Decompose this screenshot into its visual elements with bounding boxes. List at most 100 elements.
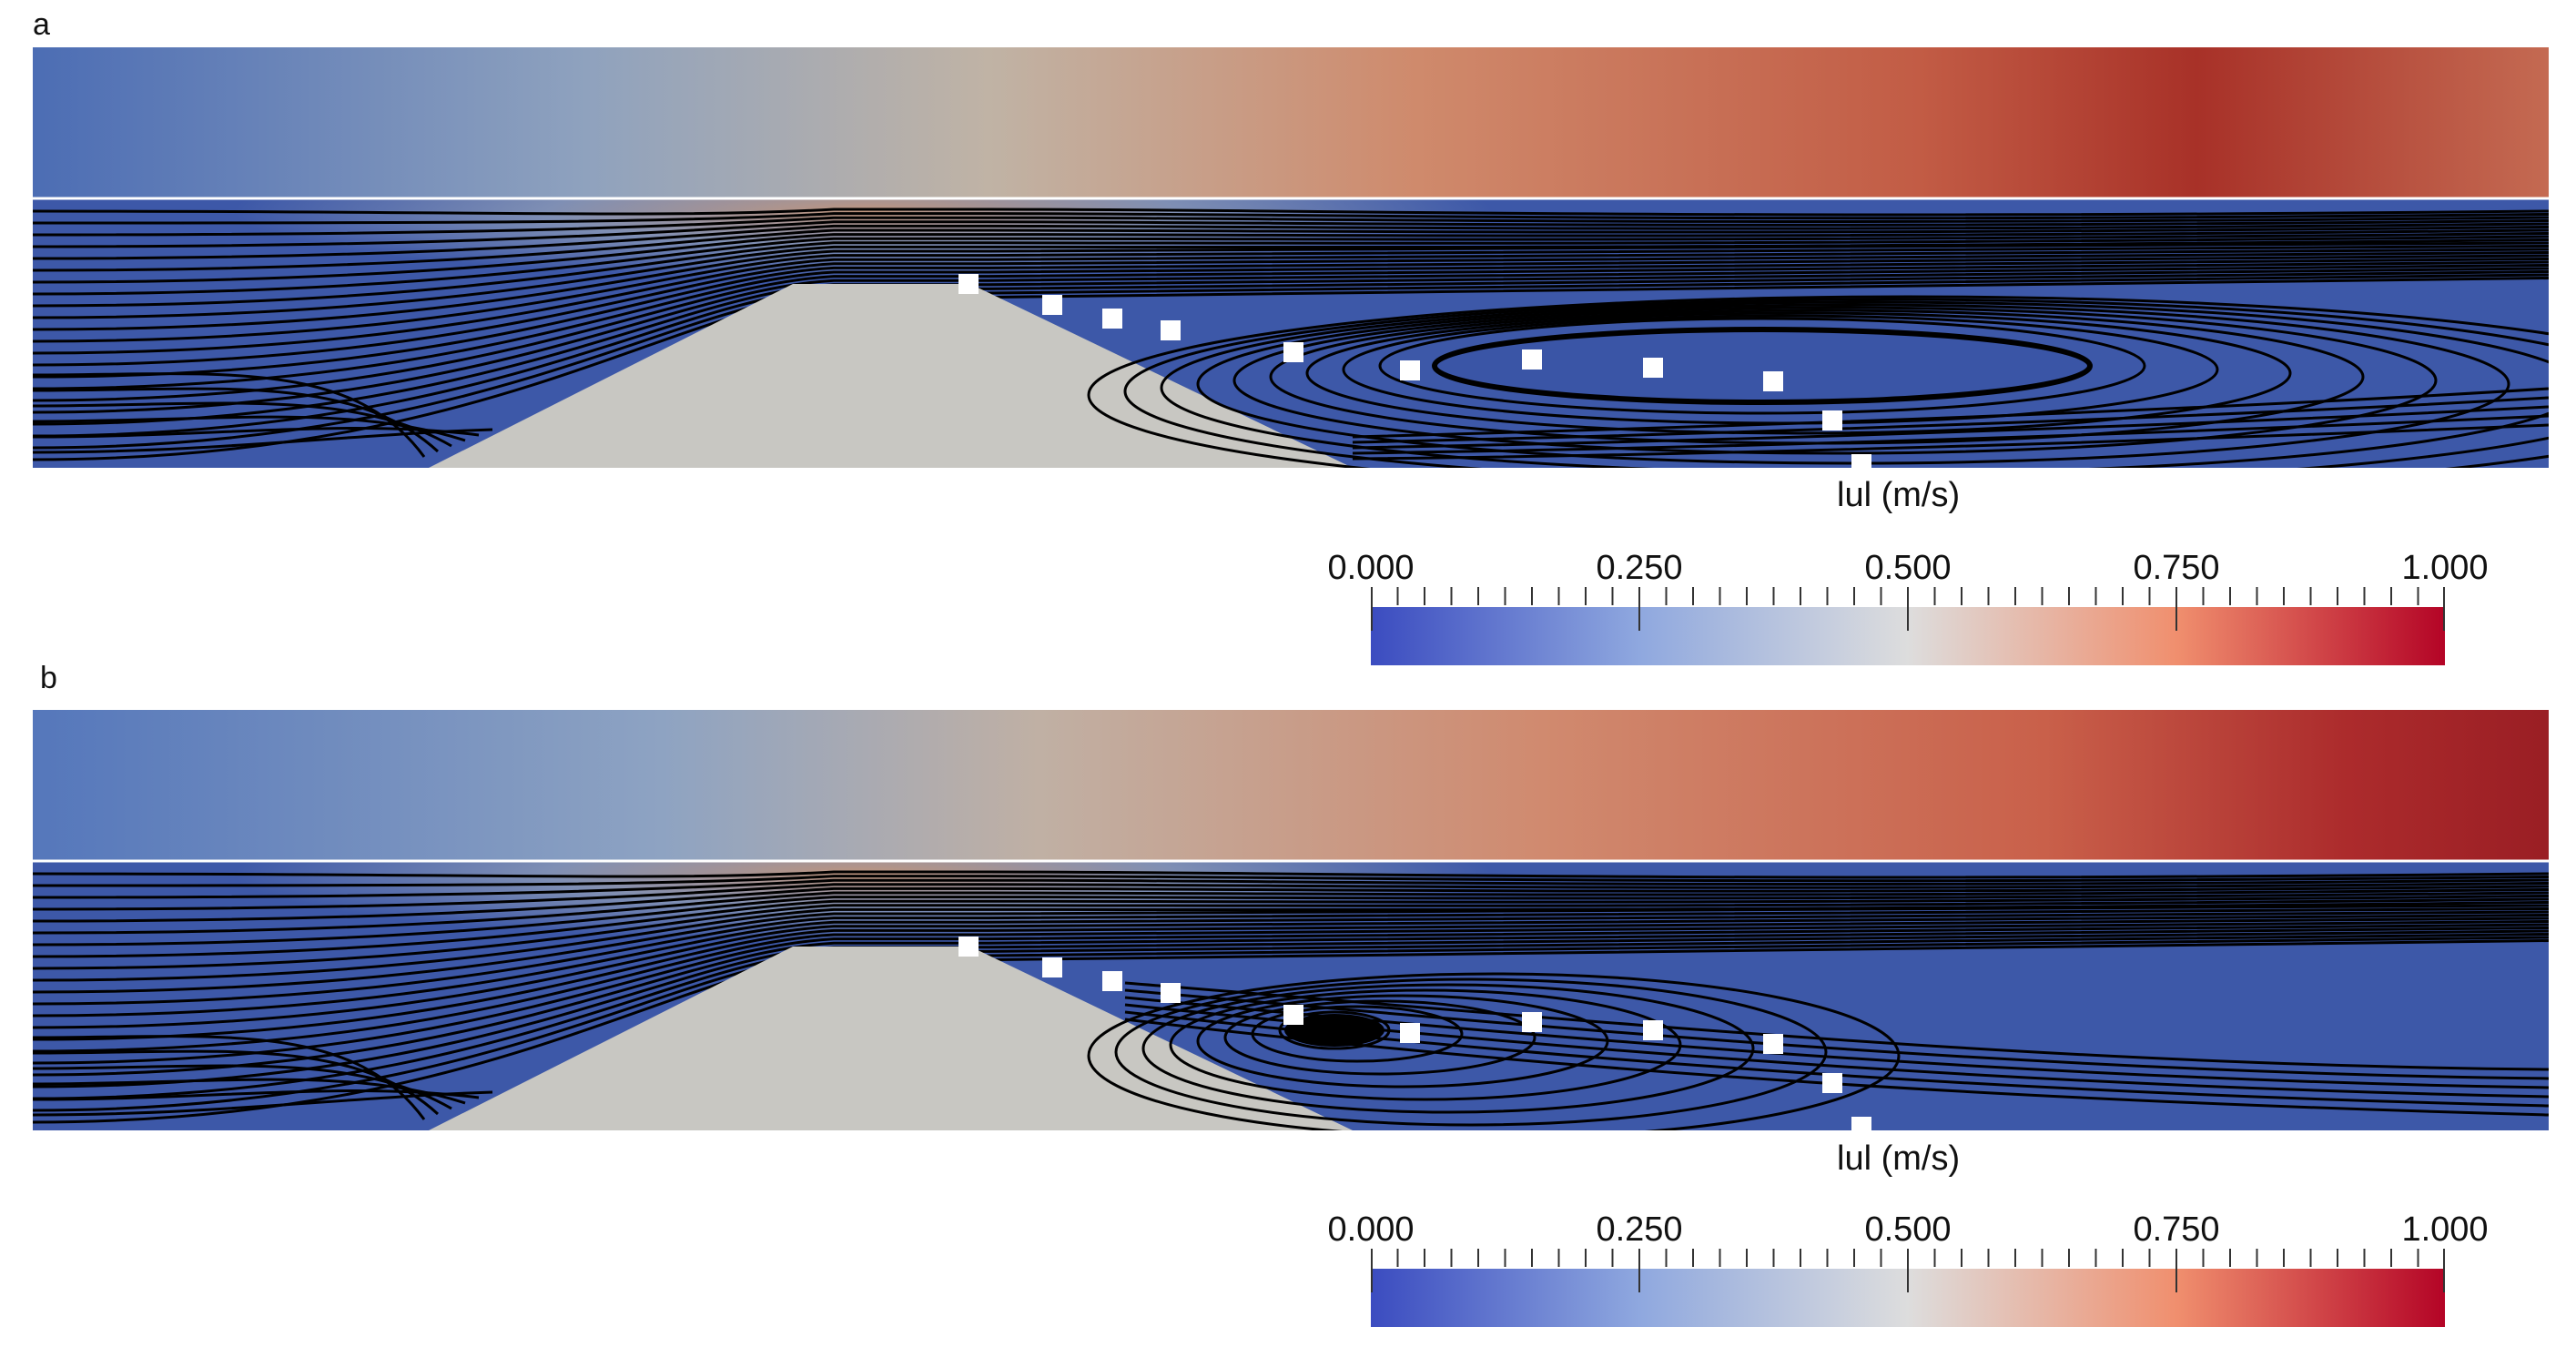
measurement-marker: [1851, 1117, 1871, 1130]
panel-label-a: a: [33, 7, 50, 42]
streamline: [33, 428, 493, 454]
streamline: [33, 870, 2549, 879]
streamline: [33, 415, 466, 442]
streamline: [33, 878, 2549, 899]
measurement-marker: [1400, 360, 1420, 380]
streamline: [33, 222, 2549, 260]
streamline: [33, 273, 2549, 450]
streamline: [33, 882, 2549, 911]
colorbar-tick-label: 0.000: [1327, 549, 1415, 587]
streamline: [1352, 423, 2549, 461]
vortex-loop: [1087, 295, 2549, 468]
streamline: [33, 929, 2549, 1089]
measurement-marker: [1042, 295, 1062, 315]
streamline: [33, 258, 2549, 390]
streamline: [33, 927, 2549, 1077]
streamline: [33, 1090, 493, 1117]
colorbar-tick-label: 0.500: [1864, 1210, 1952, 1249]
measurement-marker: [1042, 957, 1062, 977]
streamline: [1124, 981, 2549, 1071]
streamline: [1124, 988, 2549, 1080]
streamline: [33, 267, 2549, 426]
streamline: [33, 226, 2549, 272]
streamline: [33, 219, 2549, 248]
vortex-loop: [1160, 300, 2549, 468]
streamline: [33, 212, 2549, 225]
vortex-loop: [1305, 311, 2292, 435]
colorbar-svg: [1371, 1249, 2445, 1327]
measurement-marker: [1161, 983, 1181, 1003]
streamline: [33, 936, 2549, 1112]
measurement-marker: [1643, 358, 1663, 378]
colorbar-tick-label: 0.250: [1596, 549, 1683, 587]
measurement-marker: [1851, 454, 1871, 468]
streamline: [1124, 1010, 2549, 1108]
flow-field-svg: [33, 710, 2549, 1130]
upper-velocity-field: [33, 710, 2549, 861]
colorbar-tick-label: 0.250: [1596, 1210, 1683, 1249]
reattachment-lines: [1124, 981, 2549, 1117]
streamline: [33, 264, 2549, 414]
streamline: [33, 216, 2549, 237]
streamline: [33, 888, 2549, 935]
vortex-loop: [1141, 983, 1755, 1114]
measurement-marker: [1102, 971, 1122, 991]
measurement-marker: [1763, 371, 1783, 391]
streamline: [33, 1078, 466, 1105]
colorbar-title-b: lul (m/s): [1837, 1139, 1961, 1178]
measurement-marker: [1400, 1023, 1420, 1043]
colorbar-tick-label: 0.000: [1327, 1210, 1415, 1249]
vortex-loop: [1087, 972, 1901, 1130]
colorbar-tick-label: 0.500: [1864, 549, 1952, 587]
measurement-marker: [1822, 1073, 1842, 1093]
measurement-marker: [1102, 309, 1122, 329]
streamline: [33, 895, 2549, 958]
vortex-core: [1432, 327, 2093, 405]
streamline: [33, 270, 2549, 438]
colorbar-svg: [1371, 587, 2445, 665]
streamline: [1124, 996, 2549, 1089]
flow-field-plot-b: [33, 710, 2549, 1130]
colorbar-tick-label: 1.000: [2401, 1210, 2489, 1249]
streamline: [1124, 1018, 2549, 1117]
obstacle: [429, 947, 1353, 1130]
colorbar-b: [1371, 1249, 2445, 1327]
streamline: [33, 923, 2549, 1065]
measurement-marker: [1283, 1005, 1303, 1025]
measurement-marker: [1763, 1034, 1783, 1054]
measurement-marker: [958, 937, 979, 957]
reattachment-lines: [1352, 387, 2549, 461]
vortex-loop: [1223, 999, 1536, 1076]
streamline: [1352, 405, 2549, 450]
streamline: [1124, 1003, 2549, 1099]
colorbar-a: [1371, 587, 2445, 665]
streamline: [33, 933, 2549, 1100]
flow-field-svg: [33, 47, 2549, 468]
streamline: [33, 232, 2549, 296]
vortex-loop: [1114, 977, 1828, 1127]
vortex-loop: [1378, 317, 2146, 415]
streamline: [33, 228, 2549, 284]
streamline: [33, 939, 2549, 1124]
streamline: [33, 208, 2549, 217]
streamline: [33, 897, 2549, 970]
measurement-marker: [1643, 1020, 1663, 1040]
streamline: [33, 1089, 480, 1101]
measurement-marker: [1522, 1012, 1542, 1032]
measurement-marker: [1822, 410, 1842, 430]
streamline: [33, 277, 2549, 461]
streamline: [33, 891, 2549, 947]
streamline: [33, 875, 2549, 887]
colorbar-tick-label: 0.750: [2133, 549, 2220, 587]
flow-field-plot-a: [33, 47, 2549, 468]
colorbar-tick-label: 1.000: [2401, 549, 2489, 587]
measurement-marker: [958, 274, 979, 294]
measurement-marker: [1522, 349, 1542, 370]
measurement-marker: [1161, 320, 1181, 340]
streamline: [1352, 396, 2549, 444]
streamline: [33, 885, 2549, 923]
colorbar-title-a: lul (m/s): [1837, 476, 1961, 514]
streamline: [1352, 387, 2549, 439]
streamline: [33, 920, 2549, 1053]
streamline: [33, 260, 2549, 402]
